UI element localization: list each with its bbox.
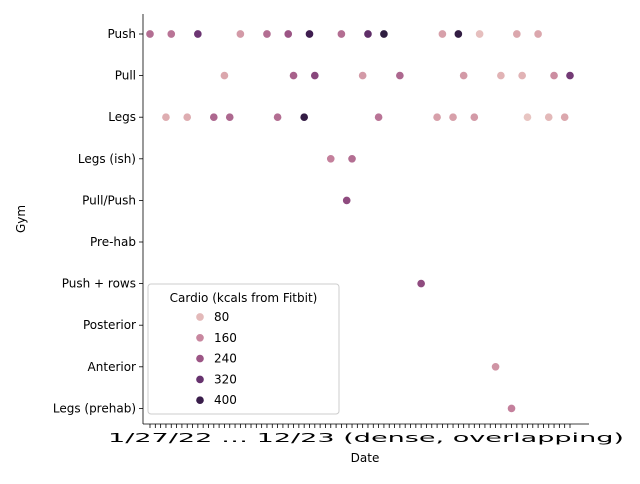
data-point — [166, 29, 176, 39]
data-point — [490, 362, 501, 372]
data-point — [533, 29, 543, 39]
y-tick-label: Anterior — [88, 360, 137, 374]
legend-marker — [195, 374, 205, 384]
data-point — [512, 29, 522, 39]
data-point — [262, 29, 272, 39]
data-point — [161, 112, 171, 122]
data-point — [522, 112, 533, 122]
y-tick-label: Pull — [115, 69, 136, 83]
data-point — [326, 154, 336, 164]
y-tick-label: Posterior — [83, 318, 136, 332]
data-point — [358, 71, 368, 81]
data-point — [219, 71, 230, 81]
data-point — [517, 71, 527, 81]
data-point — [304, 29, 315, 39]
y-tick-label: Legs (ish) — [78, 152, 136, 166]
legend-label: 240 — [214, 352, 237, 366]
data-point — [416, 279, 426, 289]
x-axis-title: Date — [351, 451, 380, 465]
data-point — [379, 29, 389, 39]
data-point — [459, 71, 469, 81]
data-point — [235, 29, 245, 39]
legend: Cardio (kcals from Fitbit) 80 160 240 320 400 — [147, 283, 340, 415]
data-point — [310, 71, 320, 81]
legend-marker — [195, 312, 205, 322]
data-point — [145, 29, 155, 39]
legend-label: 160 — [214, 331, 237, 345]
y-tick-label: Push + rows — [62, 277, 136, 291]
data-point — [469, 112, 479, 122]
data-point — [475, 29, 485, 39]
data-point — [193, 29, 203, 39]
y-axis-ticks: Push Pull Legs Legs (ish) Pull/Push Pre-hab Pu… — [53, 27, 143, 415]
data-point — [496, 71, 506, 81]
legend-marker — [195, 333, 205, 343]
data-point — [347, 154, 357, 164]
x-tick-labels: 1/27/22 … 12/23 (dense, overlapping) — [108, 431, 624, 445]
plot-area — [142, 14, 589, 425]
data-point — [432, 112, 442, 122]
legend-marker — [195, 395, 205, 405]
data-point — [374, 112, 384, 122]
data-point — [273, 112, 283, 122]
data-point — [342, 195, 352, 205]
data-point — [549, 71, 559, 81]
legend-title: Cardio (kcals from Fitbit) — [170, 291, 318, 305]
data-point — [283, 29, 293, 39]
legend-label: 320 — [214, 372, 237, 386]
data-point — [560, 112, 570, 122]
data-point — [395, 71, 405, 81]
data-point — [225, 112, 235, 122]
y-axis-title: Gym — [14, 205, 28, 233]
y-tick-label: Pre-hab — [90, 235, 136, 249]
data-point — [182, 112, 192, 122]
data-point — [336, 29, 346, 39]
data-point — [453, 29, 463, 39]
data-points — [145, 29, 575, 413]
data-point — [506, 403, 517, 413]
legend-marker — [195, 354, 205, 364]
data-point — [437, 29, 447, 39]
data-point — [299, 112, 309, 122]
data-point — [363, 29, 373, 39]
data-point — [209, 112, 219, 122]
legend-label: 400 — [214, 393, 237, 407]
data-point — [544, 112, 554, 122]
y-tick-label: Push — [108, 27, 137, 41]
data-point — [448, 112, 458, 122]
data-point — [288, 71, 299, 81]
y-tick-label: Pull/Push — [82, 193, 136, 207]
legend-label: 80 — [214, 310, 229, 324]
x-axis-ticks — [149, 424, 571, 428]
y-tick-label: Legs (prehab) — [53, 401, 136, 415]
data-point — [565, 71, 575, 81]
y-tick-label: Legs — [108, 110, 136, 124]
